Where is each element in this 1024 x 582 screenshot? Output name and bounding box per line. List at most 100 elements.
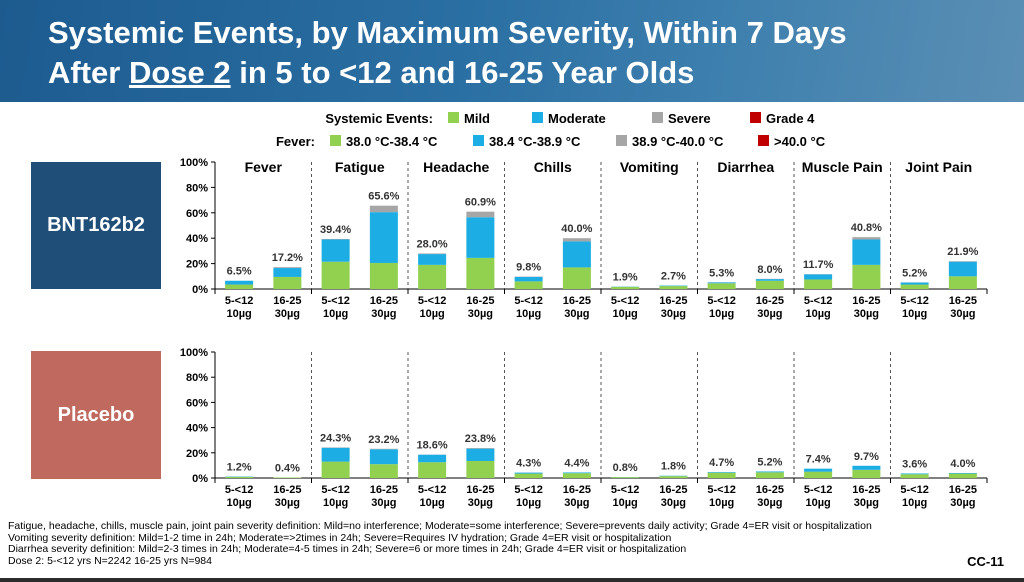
bar-total-label: 60.9% [465, 197, 496, 209]
bar-segment-mild [321, 461, 350, 478]
y-tick-label: 0% [192, 473, 208, 485]
bar-segment-mild [514, 473, 543, 478]
x-label-age: 5-<12 [514, 295, 542, 307]
bar-segment-mild [948, 473, 977, 478]
bar-segment-moderate [948, 472, 977, 474]
bar-total-label: 8.0% [757, 264, 782, 276]
x-label-dose: 10µg [805, 308, 830, 320]
bar-segment-moderate [514, 276, 543, 282]
x-label-age: 5-<12 [707, 295, 735, 307]
y-tick-label: 0% [192, 284, 208, 296]
bar-segment-moderate [755, 471, 784, 473]
event-header: Fatigue [335, 159, 385, 175]
bar-segment-moderate [707, 472, 736, 473]
bar-segment-mild [273, 276, 302, 289]
footnote: Fatigue, headache, chills, muscle pain, … [8, 520, 872, 532]
bar-total-label: 11.7% [803, 259, 834, 271]
bar-segment-severe [369, 448, 398, 450]
bar-segment-mild [369, 262, 398, 289]
x-label-age: 16-25 [852, 484, 880, 496]
y-tick-label: 100% [180, 347, 208, 359]
legend-events-label: Mild [464, 111, 490, 126]
bar-segment-severe [562, 238, 591, 242]
x-label-dose: 10µg [902, 308, 927, 320]
bar-total-label: 18.6% [417, 440, 448, 452]
x-label-age: 5-<12 [900, 484, 928, 496]
x-label-dose: 10µg [805, 497, 830, 509]
bar-segment-moderate [707, 282, 736, 284]
bar-segment-moderate [852, 239, 881, 265]
slide-title-line2: After Dose 2 in 5 to <12 and 16-25 Year … [48, 55, 694, 91]
x-label-dose: 30µg [468, 497, 493, 509]
bar-total-label: 5.2% [757, 456, 782, 468]
y-tick-label: 40% [186, 233, 208, 245]
bar-segment-mild [900, 474, 929, 478]
legend-events-swatch [448, 112, 459, 123]
x-label-dose: 30µg [661, 497, 686, 509]
bar-segment-severe [466, 448, 495, 449]
x-label-dose: 10µg [419, 308, 444, 320]
bar-segment-severe [948, 261, 977, 262]
bar-total-label: 4.0% [950, 458, 975, 470]
x-label-age: 16-25 [563, 295, 591, 307]
legend-fever-swatch [616, 135, 627, 146]
bar-total-label: 4.3% [516, 458, 541, 470]
bar-segment-moderate [225, 280, 254, 285]
x-label-dose: 10µg [612, 497, 637, 509]
x-label-age: 5-<12 [418, 484, 446, 496]
event-header: Diarrhea [717, 159, 774, 175]
y-tick-label: 60% [186, 397, 208, 409]
bar-segment-mild [852, 469, 881, 478]
bar-total-label: 24.3% [320, 432, 351, 444]
y-tick-label: 80% [186, 182, 208, 194]
slide-number: CC-11 [967, 554, 1004, 569]
event-header: Joint Pain [905, 159, 972, 175]
event-header: Vomiting [620, 159, 679, 175]
x-label-dose: 30µg [275, 497, 300, 509]
bar-segment-mild [611, 477, 640, 478]
bar-segment-severe [418, 253, 447, 255]
bar-segment-moderate [418, 454, 447, 463]
bar-segment-moderate [369, 212, 398, 263]
x-label-dose: 30µg [757, 308, 782, 320]
x-label-age: 5-<12 [321, 295, 349, 307]
bar-segment-mild [321, 261, 350, 289]
bar-segment-moderate [659, 285, 688, 287]
x-label-dose: 10µg [612, 308, 637, 320]
legend-events-swatch [532, 112, 543, 123]
bar-total-label: 23.2% [368, 434, 399, 446]
bar-segment-mild [418, 264, 447, 289]
bar-segment-moderate [418, 254, 447, 265]
bar-segment-mild [804, 279, 833, 289]
x-label-dose: 30µg [564, 308, 589, 320]
bar-segment-severe [466, 211, 495, 218]
bar-total-label: 21.9% [947, 246, 978, 258]
bar-segment-moderate [273, 268, 302, 277]
bar-segment-mild [659, 476, 688, 478]
legend-fever-swatch [473, 135, 484, 146]
x-label-age: 16-25 [273, 484, 301, 496]
bar-segment-severe [321, 238, 350, 240]
x-label-age: 5-<12 [514, 484, 542, 496]
bar-segment-mild [948, 276, 977, 289]
bar-segment-mild [755, 280, 784, 289]
x-label-age: 16-25 [949, 484, 977, 496]
bar-segment-mild [514, 281, 543, 289]
x-label-dose: 30µg [854, 308, 879, 320]
legend-events-label: Severe [668, 111, 711, 126]
event-header: Muscle Pain [802, 159, 883, 175]
bar-segment-mild [225, 476, 254, 478]
bar-segment-moderate [852, 465, 881, 470]
x-label-dose: 30µg [564, 497, 589, 509]
y-tick-label: 80% [186, 372, 208, 384]
bar-segment-mild [707, 472, 736, 478]
x-label-age: 5-<12 [611, 295, 639, 307]
legend-events-label: Moderate [548, 111, 606, 126]
x-label-dose: 10µg [516, 308, 541, 320]
x-label-age: 16-25 [659, 295, 687, 307]
x-label-dose: 10µg [226, 497, 251, 509]
title-banner: Systemic Events, by Maximum Severity, Wi… [0, 0, 1024, 102]
bar-total-label: 7.4% [806, 454, 831, 466]
footnote: Diarrhea severity definition: Mild=2-3 t… [8, 543, 687, 556]
bar-segment-mild [707, 283, 736, 289]
